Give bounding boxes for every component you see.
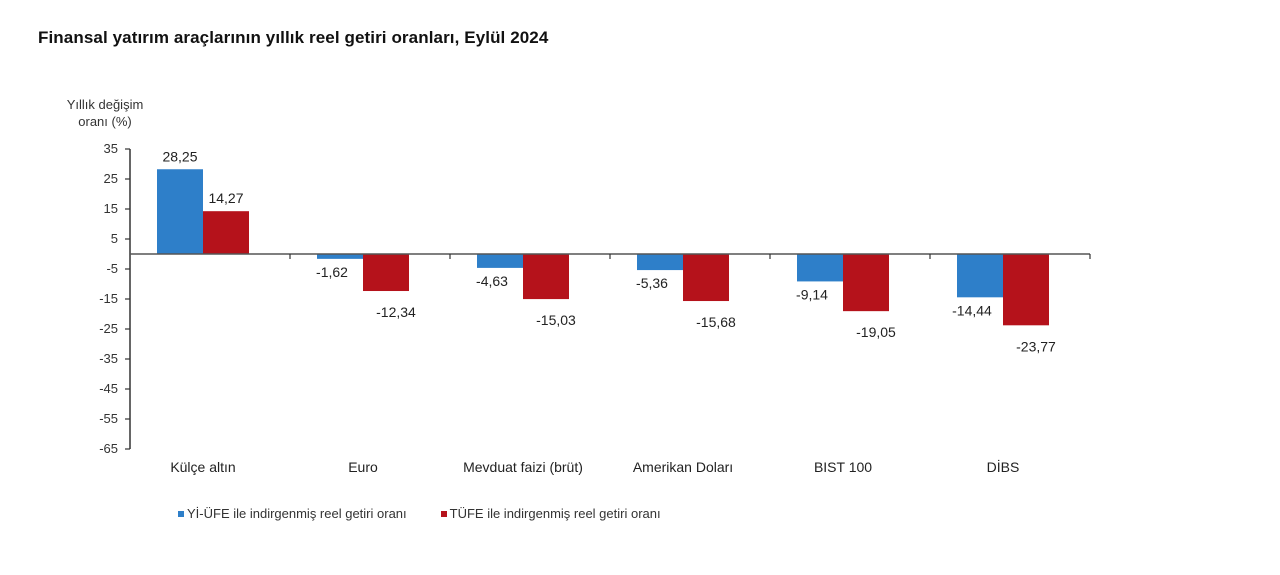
bar-yi-ufe: [957, 254, 1003, 298]
category-label: BIST 100: [814, 459, 872, 475]
bar-value-label: -19,05: [856, 324, 896, 340]
y-tick-label: 25: [104, 171, 118, 186]
bar-yi-ufe: [477, 254, 523, 268]
category-label: Külçe altın: [170, 459, 235, 475]
legend-label-tufe: TÜFE ile indirgenmiş reel getiri oranı: [449, 506, 661, 521]
bar-yi-ufe: [157, 169, 203, 254]
category-label: Euro: [348, 459, 378, 475]
y-tick-label: -5: [106, 261, 118, 276]
legend-item-tufe: TÜFE ile indirgenmiş reel getiri oranı: [440, 506, 661, 521]
y-tick-label: -15: [99, 291, 118, 306]
bar-value-label: -5,36: [636, 275, 668, 291]
legend-swatch-red: [440, 510, 447, 517]
bar-value-label: -9,14: [796, 286, 828, 302]
category-label: DİBS: [987, 458, 1020, 475]
bar-value-label: 28,25: [162, 148, 197, 164]
legend: Yİ-ÜFE ile indirgenmiş reel getiri oranı…: [178, 506, 661, 521]
bar-tufe: [1003, 254, 1049, 326]
bar-tufe: [523, 254, 569, 300]
bar-value-label: -23,77: [1016, 338, 1056, 354]
y-tick-label: 15: [104, 201, 118, 216]
bar-value-label: -14,44: [952, 302, 992, 318]
legend-item-yi-ufe: Yİ-ÜFE ile indirgenmiş reel getiri oranı: [178, 506, 407, 521]
y-tick-label: -35: [99, 351, 118, 366]
bar-value-label: -15,03: [536, 312, 576, 328]
y-axis-label-line-2: oranı (%): [78, 114, 132, 129]
bar-value-label: 14,27: [208, 190, 243, 206]
y-axis-label-line-1: Yıllık değişim: [66, 97, 144, 112]
y-tick-label: -45: [99, 381, 118, 396]
bar-tufe: [843, 254, 889, 312]
legend-label-yi-ufe: Yİ-ÜFE ile indirgenmiş reel getiri oranı: [187, 506, 407, 521]
bar-value-label: -4,63: [476, 273, 508, 289]
y-axis-label: Yıllık değişim oranı (%): [60, 96, 150, 130]
bar-value-label: -1,62: [316, 264, 348, 280]
y-tick-label: 5: [111, 231, 118, 246]
bar-value-label: -12,34: [376, 304, 416, 320]
bar-tufe: [363, 254, 409, 292]
y-tick-label: -55: [99, 411, 118, 426]
bar-yi-ufe: [317, 254, 363, 259]
bar-tufe: [683, 254, 729, 302]
y-tick-label: -25: [99, 321, 118, 336]
bar-value-label: -15,68: [696, 314, 736, 330]
bar-yi-ufe: [637, 254, 683, 271]
bar-yi-ufe: [797, 254, 843, 282]
chart-title: Finansal yatırım araçlarının yıllık reel…: [38, 28, 549, 47]
bar-tufe: [203, 211, 249, 254]
y-tick-label: 35: [104, 141, 118, 156]
y-tick-label: -65: [99, 441, 118, 456]
category-label: Amerikan Doları: [633, 459, 733, 475]
category-label: Mevduat faizi (brüt): [463, 459, 583, 475]
legend-swatch-blue: [178, 510, 184, 517]
